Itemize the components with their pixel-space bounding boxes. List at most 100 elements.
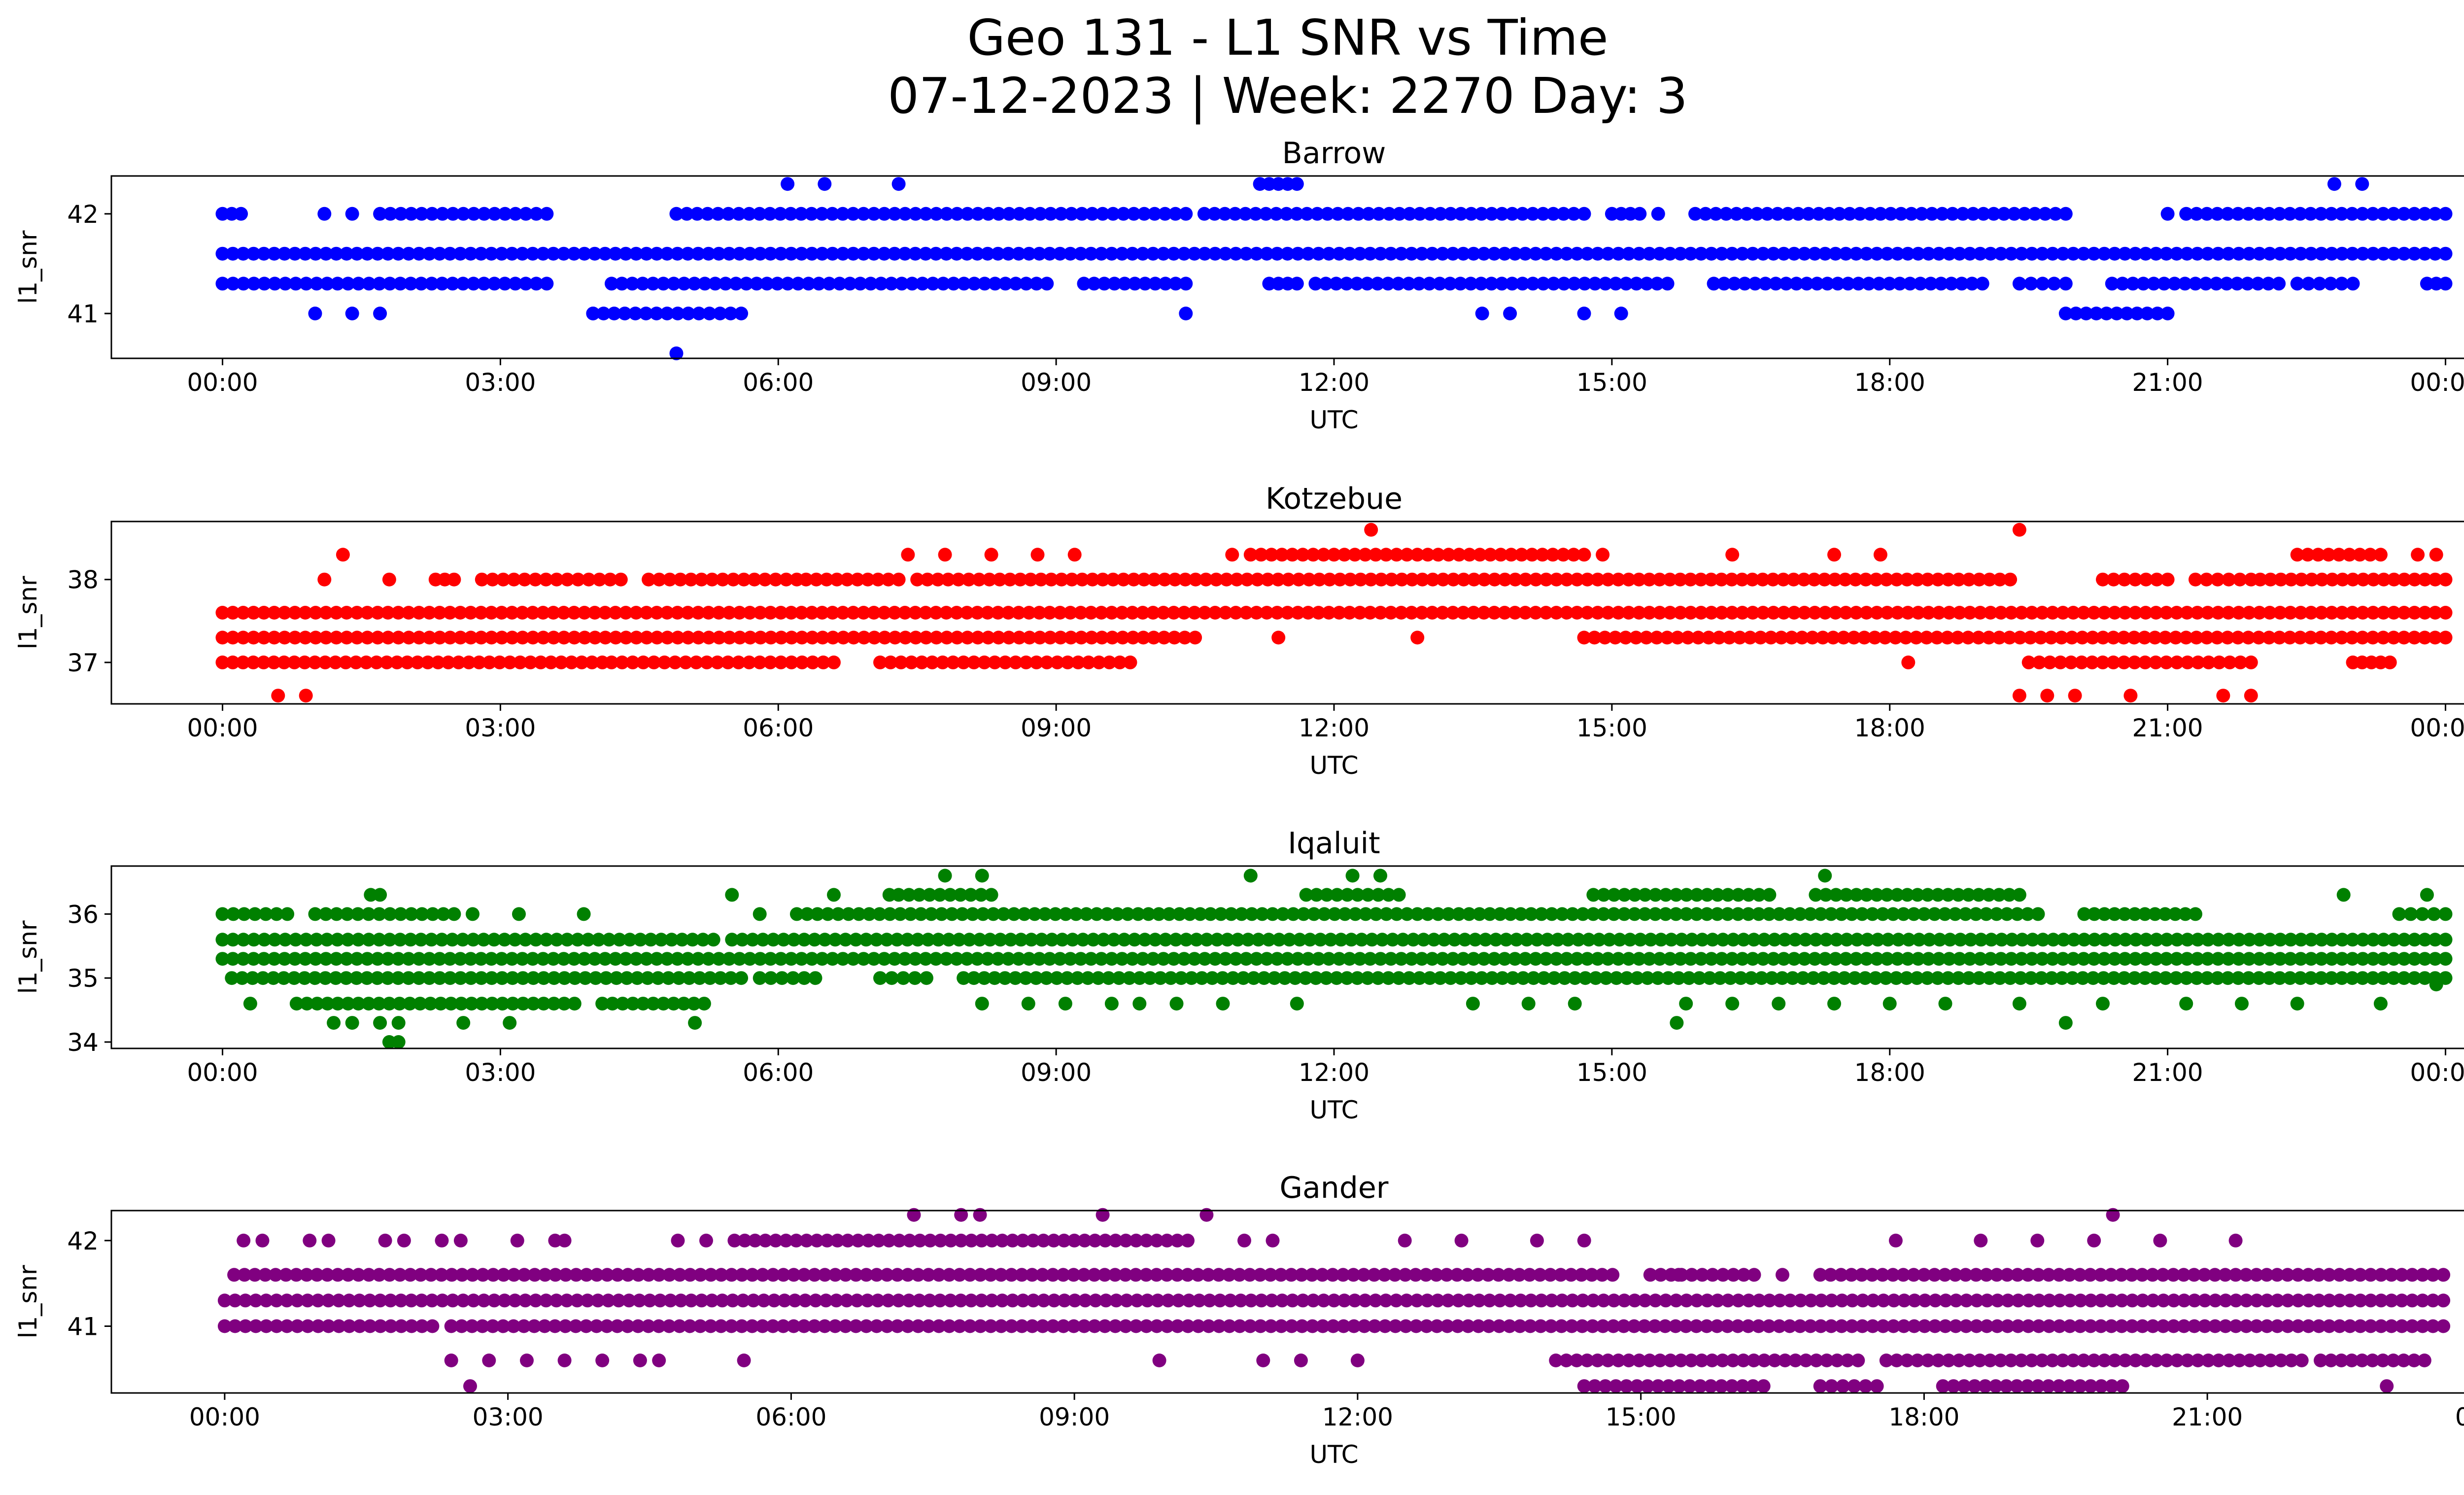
data-point	[805, 630, 820, 645]
data-point	[957, 655, 971, 669]
data-point	[1524, 907, 1538, 921]
data-point	[1982, 888, 1996, 902]
data-point	[2140, 307, 2155, 320]
data-point	[2293, 606, 2308, 620]
data-point	[753, 246, 767, 261]
data-point	[1369, 548, 1383, 562]
data-point	[453, 1233, 468, 1248]
data-point	[872, 1233, 886, 1248]
data-point	[1793, 907, 1807, 921]
data-point	[2397, 971, 2411, 985]
data-point	[236, 952, 250, 966]
data-point	[1848, 971, 1862, 985]
data-point	[2376, 606, 2391, 620]
data-point	[1849, 888, 1864, 902]
data-point	[527, 1319, 542, 1333]
data-point	[1013, 572, 1027, 587]
data-point	[2334, 207, 2349, 221]
data-point	[2105, 277, 2119, 291]
data-point	[894, 655, 908, 669]
data-point	[2294, 933, 2308, 947]
data-point	[360, 952, 375, 966]
data-point	[2138, 907, 2152, 921]
data-point	[508, 933, 522, 947]
data-point	[570, 1293, 584, 1308]
data-point	[391, 971, 405, 985]
data-point	[1394, 606, 1408, 620]
data-point	[1437, 933, 1451, 947]
data-point	[1353, 606, 1367, 620]
data-point	[1515, 277, 1530, 291]
data-point	[2097, 246, 2112, 261]
data-point	[1265, 1293, 1279, 1308]
data-point	[1746, 1379, 1760, 1393]
data-point	[2013, 630, 2027, 645]
data-point	[2087, 1233, 2101, 1248]
data-point	[2263, 1354, 2278, 1367]
data-point	[1213, 1293, 1227, 1308]
data-point	[1245, 907, 1259, 921]
data-point	[1384, 246, 1398, 261]
data-point	[2438, 207, 2453, 221]
data-point	[2252, 207, 2266, 221]
data-point	[2126, 277, 2140, 291]
data-point	[1753, 630, 1768, 645]
data-point	[1085, 572, 1099, 587]
data-point	[2438, 572, 2453, 587]
data-point	[894, 277, 909, 291]
data-point	[526, 952, 540, 966]
data-point	[681, 952, 695, 966]
data-point	[1362, 207, 1376, 221]
data-point	[981, 246, 995, 261]
data-point	[758, 572, 772, 587]
data-point	[953, 1268, 967, 1282]
data-point	[1997, 207, 2011, 221]
data-point	[238, 1268, 252, 1282]
data-point	[2168, 630, 2183, 645]
data-point	[1578, 971, 1592, 985]
data-point	[1191, 1319, 1205, 1333]
data-point	[517, 1268, 531, 1282]
data-point	[873, 655, 887, 669]
data-point	[1244, 1293, 1258, 1308]
data-point	[1392, 207, 1406, 221]
data-point	[954, 1208, 968, 1222]
data-point	[547, 971, 561, 985]
data-point	[1940, 630, 1954, 645]
data-point	[1482, 1293, 1497, 1308]
data-point	[2068, 689, 2082, 703]
snr-row	[1577, 1379, 2129, 1393]
data-point	[1146, 606, 1160, 620]
data-point	[2283, 606, 2297, 620]
data-point	[1771, 207, 1785, 221]
data-point	[1447, 933, 1462, 947]
data-point	[929, 606, 943, 620]
data-point	[1425, 246, 1439, 261]
data-point	[1814, 907, 1828, 921]
data-point	[1911, 606, 1925, 620]
data-point	[1725, 548, 1740, 562]
data-point	[1745, 572, 1759, 587]
data-point	[1539, 606, 1553, 620]
data-point	[1700, 888, 1714, 902]
data-point	[673, 572, 687, 587]
data-point	[234, 207, 248, 221]
data-point	[1695, 933, 1710, 947]
data-point	[1564, 1268, 1578, 1282]
data-point	[2197, 1319, 2212, 1333]
data-point	[1970, 1293, 1984, 1308]
x-tick-label: 18:00	[1888, 1403, 1959, 1431]
data-point	[425, 277, 439, 291]
data-point	[2069, 307, 2083, 320]
data-point	[412, 606, 426, 620]
data-point	[1597, 1293, 1610, 1308]
data-point	[973, 933, 987, 947]
data-point	[413, 1268, 428, 1282]
data-point	[763, 952, 778, 966]
data-point	[2356, 971, 2370, 985]
data-point	[1095, 1208, 1110, 1222]
data-point	[2284, 572, 2298, 587]
data-point	[1529, 572, 1543, 587]
data-point	[320, 1268, 335, 1282]
